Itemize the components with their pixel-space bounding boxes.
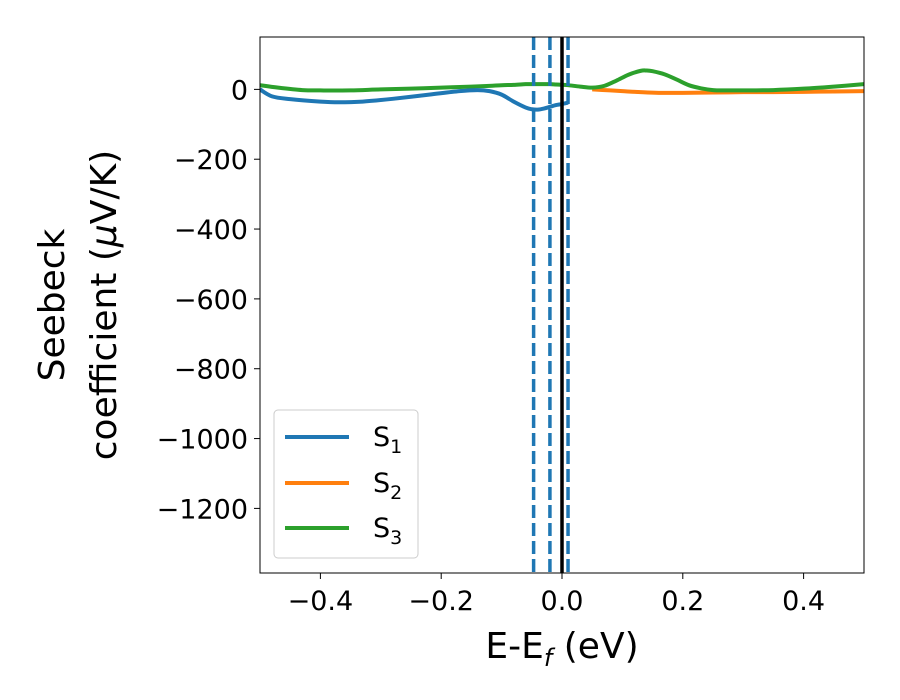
series-line-s2 — [592, 87, 864, 95]
y-axis-title-line2: coefficient (μV/K) — [84, 150, 125, 460]
legend-label-s3: S3 — [373, 513, 402, 549]
legend-entry-s2: S2 — [285, 468, 402, 504]
plot-area — [260, 37, 864, 573]
x-tick-label: 0.0 — [541, 586, 584, 617]
legend-label-s2: S2 — [373, 468, 402, 504]
legend: S1 S2 S3 — [273, 409, 419, 559]
y-axis-title: Seebeck coefficient (μV/K) — [32, 150, 125, 460]
legend-entry-s1: S1 — [285, 422, 402, 458]
legend-entry-s3: S3 — [285, 513, 402, 549]
y-tick-label: −800 — [174, 355, 248, 386]
series-line-s1 — [260, 87, 569, 112]
y-tick-label: −400 — [174, 215, 248, 246]
x-tick-label: 0.2 — [661, 586, 704, 617]
x-axis-title: E-Ef (eV) — [485, 626, 638, 672]
y-axis-title-line1: Seebeck — [32, 228, 73, 381]
legend-label-s1: S1 — [373, 422, 402, 458]
x-tick-label: −0.2 — [408, 586, 474, 617]
y-tick-label: −600 — [174, 285, 248, 316]
y-tick-label: −1000 — [157, 425, 248, 456]
axes: −0.4 −0.2 0.0 0.2 0.4 0 −200 −400 −600 −800 −1000 −… — [157, 36, 865, 617]
x-tick-label: −0.4 — [288, 586, 354, 617]
plot-content — [260, 37, 864, 573]
y-tick-label: −1200 — [157, 494, 248, 525]
x-tick-label: 0.4 — [782, 586, 825, 617]
y-tick-label: −200 — [174, 145, 248, 176]
y-tick-label: 0 — [231, 75, 248, 106]
